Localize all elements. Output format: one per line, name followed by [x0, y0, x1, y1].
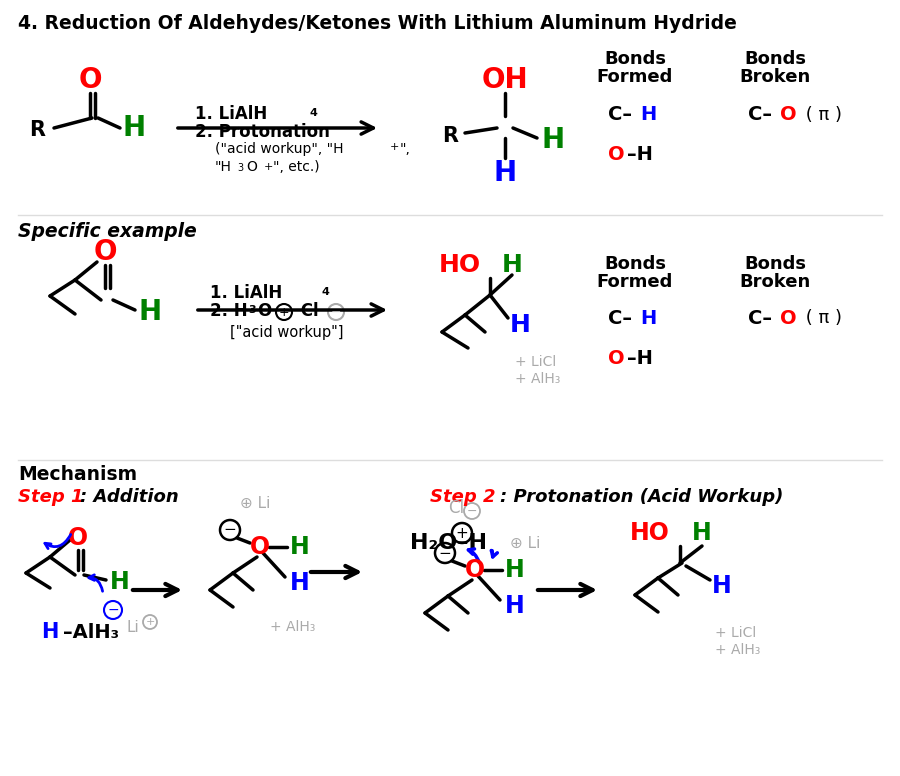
- Text: −: −: [331, 306, 341, 318]
- Text: H: H: [110, 570, 130, 594]
- Text: 3: 3: [237, 163, 243, 173]
- Text: Mechanism: Mechanism: [18, 465, 137, 484]
- Text: +: +: [390, 142, 400, 152]
- Text: HO: HO: [630, 521, 670, 545]
- Text: +: +: [264, 162, 274, 172]
- Text: Bonds: Bonds: [744, 255, 806, 273]
- Text: H: H: [509, 313, 530, 337]
- Text: Cl: Cl: [295, 302, 319, 320]
- Text: OH: OH: [482, 66, 528, 94]
- Text: 1. LiAlH: 1. LiAlH: [195, 105, 267, 123]
- Text: + AlH₃: + AlH₃: [515, 372, 561, 386]
- Text: Bonds: Bonds: [604, 50, 666, 68]
- Text: –H: –H: [627, 146, 652, 165]
- Text: –AlH₃: –AlH₃: [63, 622, 119, 642]
- Text: O: O: [465, 558, 485, 582]
- Text: H: H: [290, 571, 310, 595]
- Text: C–: C–: [748, 309, 772, 327]
- Text: 1. LiAlH: 1. LiAlH: [210, 284, 283, 302]
- Text: O: O: [246, 160, 256, 174]
- Text: 2. Protonation: 2. Protonation: [195, 123, 330, 141]
- Text: H: H: [290, 535, 310, 559]
- Text: +: +: [279, 306, 289, 318]
- Text: ["acid workup"]: ["acid workup"]: [230, 325, 344, 340]
- Text: O: O: [608, 146, 625, 165]
- Text: ( π ): ( π ): [800, 309, 842, 327]
- Text: H: H: [640, 106, 656, 124]
- Text: Formed: Formed: [597, 68, 673, 86]
- Text: H: H: [493, 159, 517, 187]
- Text: H: H: [41, 622, 58, 642]
- Text: R: R: [442, 126, 458, 146]
- Text: C–: C–: [608, 106, 632, 124]
- Text: O: O: [257, 302, 271, 320]
- Text: ("acid workup", "H: ("acid workup", "H: [215, 142, 344, 156]
- Text: Bonds: Bonds: [744, 50, 806, 68]
- Text: −: −: [438, 546, 452, 560]
- Text: H: H: [712, 574, 732, 598]
- Text: H: H: [139, 298, 162, 326]
- Text: + AlH₃: + AlH₃: [715, 643, 760, 657]
- Text: HO: HO: [439, 253, 482, 277]
- Text: O: O: [780, 106, 796, 124]
- Text: +: +: [455, 525, 468, 541]
- Text: O: O: [250, 535, 270, 559]
- Text: –H: –H: [627, 348, 652, 368]
- Text: O: O: [78, 66, 102, 94]
- Text: H: H: [505, 594, 525, 618]
- Text: Broken: Broken: [740, 68, 811, 86]
- Text: H: H: [501, 253, 522, 277]
- Text: 4. Reduction Of Aldehydes/Ketones With Lithium Aluminum Hydride: 4. Reduction Of Aldehydes/Ketones With L…: [18, 14, 737, 33]
- Text: : Addition: : Addition: [80, 488, 179, 506]
- Text: 4: 4: [310, 108, 318, 118]
- Text: ⊕ Li: ⊕ Li: [240, 496, 270, 511]
- Text: Step 2: Step 2: [430, 488, 496, 506]
- Text: + LiCl: + LiCl: [515, 355, 556, 369]
- Text: O: O: [68, 526, 88, 550]
- Text: Step 1: Step 1: [18, 488, 84, 506]
- Text: Formed: Formed: [597, 273, 673, 291]
- Text: Bonds: Bonds: [604, 255, 666, 273]
- Text: O: O: [608, 348, 625, 368]
- Text: H: H: [692, 521, 712, 545]
- Text: −: −: [107, 603, 119, 617]
- Text: Broken: Broken: [740, 273, 811, 291]
- Text: + AlH₃: + AlH₃: [270, 620, 315, 634]
- Text: 3: 3: [248, 305, 256, 315]
- Text: "H: "H: [215, 160, 232, 174]
- Text: O: O: [94, 238, 117, 266]
- Text: H₂O–H: H₂O–H: [410, 533, 487, 553]
- Text: ( π ): ( π ): [800, 106, 842, 124]
- Text: C–: C–: [748, 106, 772, 124]
- Text: −: −: [223, 522, 237, 538]
- Text: ",: ",: [400, 142, 411, 156]
- Text: +: +: [145, 617, 155, 627]
- Text: −: −: [467, 504, 477, 518]
- Text: Li: Li: [127, 621, 140, 636]
- Text: 2. H: 2. H: [210, 302, 248, 320]
- Text: H: H: [542, 126, 564, 154]
- Text: H: H: [640, 309, 656, 327]
- Text: + LiCl: + LiCl: [715, 626, 756, 640]
- Text: 4: 4: [322, 287, 330, 297]
- Text: C–: C–: [608, 309, 632, 327]
- Text: O: O: [780, 309, 796, 327]
- Text: ", etc.): ", etc.): [273, 160, 320, 174]
- Text: Specific example: Specific example: [18, 222, 197, 241]
- Text: H: H: [505, 558, 525, 582]
- Text: R: R: [29, 120, 45, 140]
- Text: : Protonation (Acid Workup): : Protonation (Acid Workup): [500, 488, 783, 506]
- Text: Cl: Cl: [448, 499, 464, 517]
- Text: H: H: [122, 114, 146, 142]
- Text: ⊕ Li: ⊕ Li: [510, 535, 540, 550]
